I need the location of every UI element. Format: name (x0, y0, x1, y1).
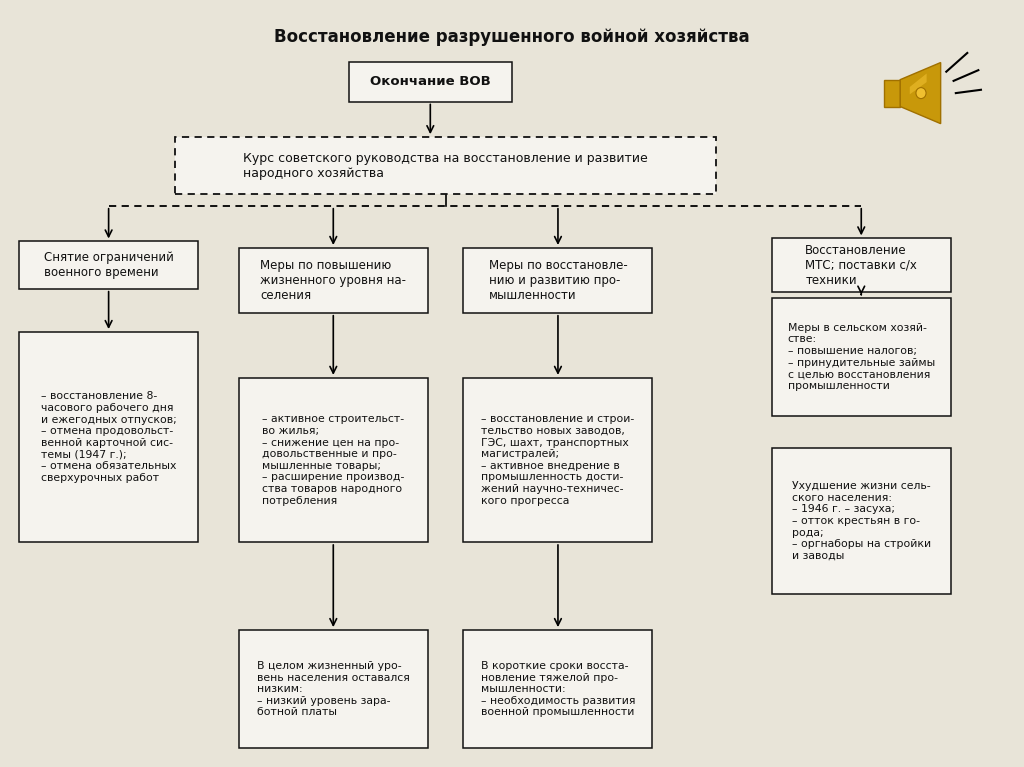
Text: В короткие сроки восста-
новление тяжелой про-
мышленности:
– необходимость разв: В короткие сроки восста- новление тяжело… (480, 661, 635, 717)
Bar (19, 332, 198, 542)
Text: Восстановление
МТС; поставки с/х
техники: Восстановление МТС; поставки с/х техники (805, 244, 918, 287)
Bar (772, 239, 950, 291)
Bar (239, 378, 428, 542)
Text: – активное строительст-
во жилья;
– снижение цен на про-
довольственные и про-
м: – активное строительст- во жилья; – сниж… (262, 414, 404, 505)
Text: Ухудшение жизни сель-
ского населения:
– 1946 г. – засуха;
– отток крестьян в го: Ухудшение жизни сель- ского населения: –… (792, 481, 931, 561)
Text: В целом жизненный уро-
вень населения оставался
низким:
– низкий уровень зара-
б: В целом жизненный уро- вень населения ос… (257, 661, 410, 717)
Text: Окончание ВОВ: Окончание ВОВ (370, 75, 490, 88)
Text: Снятие ограничений
военного времени: Снятие ограничений военного времени (44, 251, 173, 279)
Polygon shape (900, 63, 941, 123)
Bar (464, 378, 652, 542)
Bar (239, 248, 428, 313)
Bar (464, 248, 652, 313)
Bar (772, 298, 950, 416)
Text: Меры в сельском хозяй-
стве:
– повышение налогов;
– принудительные займы
с целью: Меры в сельском хозяй- стве: – повышение… (787, 323, 935, 390)
Bar (175, 137, 716, 194)
Bar (348, 62, 512, 101)
Bar (772, 449, 950, 594)
Text: Восстановление разрушенного войной хозяйства: Восстановление разрушенного войной хозяй… (274, 28, 750, 46)
Text: Меры по восстановле-
нию и развитию про-
мышленности: Меры по восстановле- нию и развитию про-… (488, 258, 628, 302)
Ellipse shape (915, 87, 926, 99)
Text: – восстановление 8-
часового рабочего дня
и ежегодных отпусков;
– отмена продово: – восстановление 8- часового рабочего дн… (41, 391, 176, 482)
Bar (885, 80, 900, 107)
Text: – восстановление и строи-
тельство новых заводов,
ГЭС, шахт, транспортных
магист: – восстановление и строи- тельство новых… (481, 414, 635, 505)
Bar (19, 242, 198, 288)
Text: Меры по повышению
жизненного уровня на-
селения: Меры по повышению жизненного уровня на- … (260, 258, 407, 302)
Bar (239, 630, 428, 749)
Polygon shape (909, 74, 927, 94)
Text: Курс советского руководства на восстановление и развитие
народного хозяйства: Курс советского руководства на восстанов… (244, 152, 648, 179)
Bar (464, 630, 652, 749)
